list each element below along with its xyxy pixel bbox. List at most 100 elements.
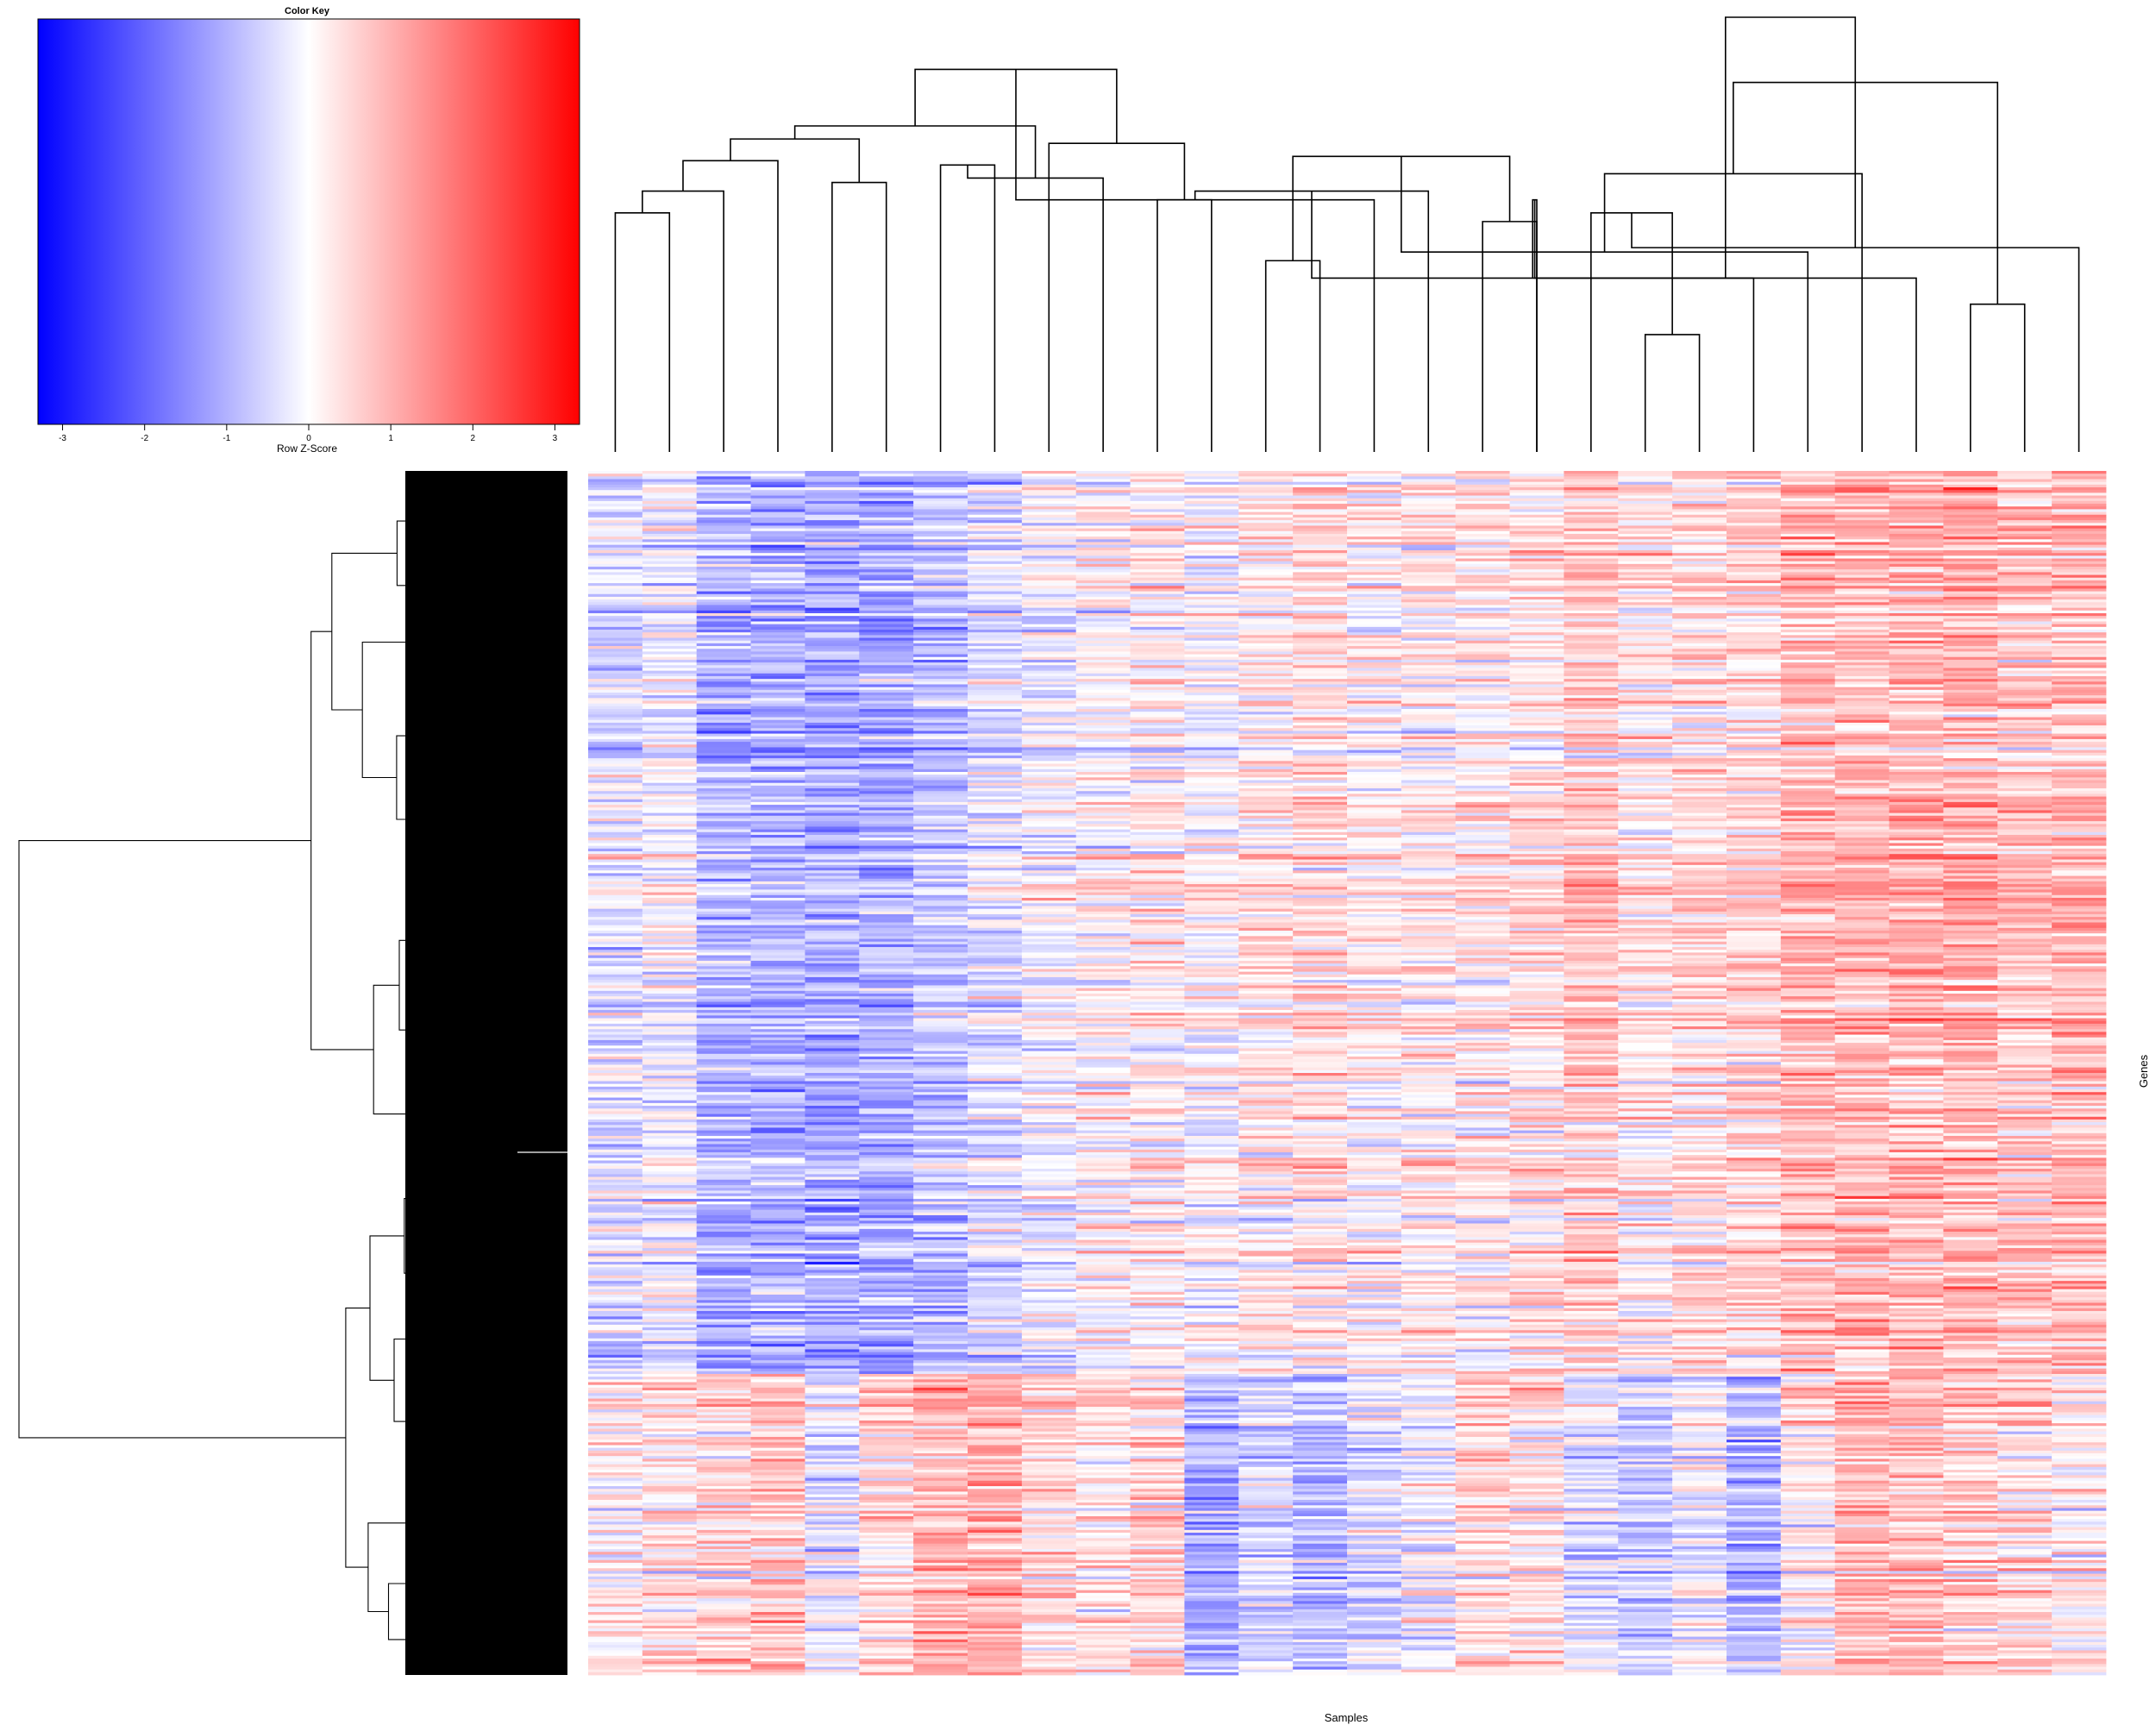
heatmap-cell: [1021, 908, 1077, 913]
heatmap-cell: [1021, 1160, 1077, 1164]
heatmap-cell: [642, 487, 698, 491]
heatmap-cell: [696, 875, 751, 880]
heatmap-cell: [913, 829, 968, 833]
heatmap-cell: [588, 706, 643, 710]
heatmap-cell: [588, 785, 643, 789]
heatmap-cell: [968, 1502, 1023, 1506]
heatmap-cell: [1075, 1212, 1131, 1216]
heatmap-cell: [1130, 1122, 1185, 1126]
heatmap-cell: [805, 1573, 860, 1578]
heatmap-cell: [588, 1149, 643, 1153]
heatmap-cell: [1130, 1059, 1185, 1063]
heatmap-cell: [1130, 1223, 1185, 1227]
heatmap-cell: [968, 1524, 1023, 1528]
heatmap-cell: [968, 725, 1023, 729]
heatmap-cell: [588, 1201, 643, 1205]
heatmap-cell: [913, 1440, 968, 1443]
heatmap-cell: [1021, 936, 1077, 939]
heatmap-cell: [750, 1515, 805, 1520]
heatmap-cell: [1075, 1456, 1131, 1459]
heatmap-cell: [859, 1201, 914, 1205]
heatmap-cell: [805, 1620, 860, 1624]
heatmap-cell: [805, 1204, 860, 1208]
heatmap-cell: [859, 1565, 914, 1569]
heatmap-cell: [696, 1598, 751, 1602]
column-dendrogram-branch: [642, 190, 724, 452]
column-dendrogram-branch: [1264, 260, 1321, 452]
heatmap-cell: [1130, 1135, 1185, 1139]
heatmap-cell: [968, 1458, 1023, 1462]
heatmap-cell: [1130, 1319, 1185, 1323]
heatmap-cell: [588, 1403, 643, 1408]
heatmap-cell: [913, 1559, 968, 1564]
heatmap-cell: [859, 1176, 914, 1181]
heatmap-cell: [588, 602, 643, 605]
heatmap-cell: [1021, 1368, 1077, 1372]
heatmap-cell: [859, 1277, 914, 1282]
heatmap-cell: [588, 1267, 643, 1270]
heatmap-cell: [805, 1305, 860, 1309]
heatmap-cell: [642, 1595, 698, 1599]
heatmap-cell: [1075, 1365, 1131, 1370]
heatmap-cell: [696, 1628, 751, 1632]
heatmap-cell: [805, 1672, 860, 1676]
heatmap-cell: [805, 1499, 860, 1503]
heatmap-cell: [968, 700, 1023, 705]
heatmap-cell: [750, 1529, 805, 1534]
heatmap-cell: [696, 1043, 751, 1046]
heatmap-cell: [588, 1582, 643, 1585]
heatmap-cell: [1184, 523, 1239, 526]
heatmap-cell: [750, 1198, 805, 1202]
heatmap-cell: [696, 955, 751, 959]
heatmap-cell: [1021, 567, 1077, 570]
heatmap-cell: [642, 703, 698, 707]
heatmap-cell: [696, 1264, 751, 1268]
heatmap-cell: [1075, 1102, 1131, 1107]
heatmap-cell: [859, 1195, 914, 1200]
heatmap-cell: [968, 1302, 1023, 1307]
heatmap-cell: [1130, 492, 1185, 496]
heatmap-cell: [1021, 1144, 1077, 1148]
heatmap-cell: [968, 1527, 1023, 1531]
heatmap-cell: [696, 903, 751, 906]
heatmap-cell: [1021, 1113, 1077, 1118]
heatmap-cell: [588, 542, 643, 546]
heatmap-cell: [588, 894, 643, 899]
heatmap-cell: [588, 1272, 643, 1276]
heatmap-cell: [1184, 610, 1239, 614]
heatmap-cell: [968, 911, 1023, 915]
heatmap-cell: [642, 950, 698, 953]
heatmap-cell: [1130, 1062, 1185, 1065]
heatmap-cell: [805, 931, 860, 934]
heatmap-cell: [1021, 706, 1077, 710]
heatmap-cell: [968, 717, 1023, 721]
heatmap-cell: [1075, 1165, 1131, 1170]
row-dendrogram-branch: [331, 472, 567, 1032]
heatmap-cell: [696, 969, 751, 973]
heatmap-cell: [805, 509, 860, 512]
heatmap-cell: [968, 1609, 1023, 1613]
heatmap-cell: [805, 856, 860, 860]
heatmap-cell: [642, 687, 698, 691]
heatmap-cell: [859, 868, 914, 871]
heatmap-cell: [1021, 1524, 1077, 1528]
heatmap-cell: [913, 750, 968, 754]
heatmap-cell: [859, 1606, 914, 1610]
heatmap-cell: [1130, 1543, 1185, 1547]
heatmap-cell: [805, 796, 860, 800]
heatmap-cell: [1075, 1354, 1131, 1358]
heatmap-cell: [1130, 1132, 1185, 1137]
heatmap-cell: [913, 684, 968, 688]
heatmap-cell: [805, 1368, 860, 1372]
heatmap-cell: [913, 864, 968, 869]
heatmap-cell: [588, 1584, 643, 1588]
heatmap-cell: [588, 1661, 643, 1665]
heatmap-cell: [913, 1571, 968, 1575]
heatmap-cell: [750, 624, 805, 628]
heatmap-cell: [750, 593, 805, 598]
heatmap-cell: [1130, 947, 1185, 950]
heatmap-cell: [1075, 1190, 1131, 1194]
heatmap-cell: [913, 612, 968, 617]
heatmap-cell: [588, 1023, 643, 1027]
heatmap-cell: [696, 1440, 751, 1443]
